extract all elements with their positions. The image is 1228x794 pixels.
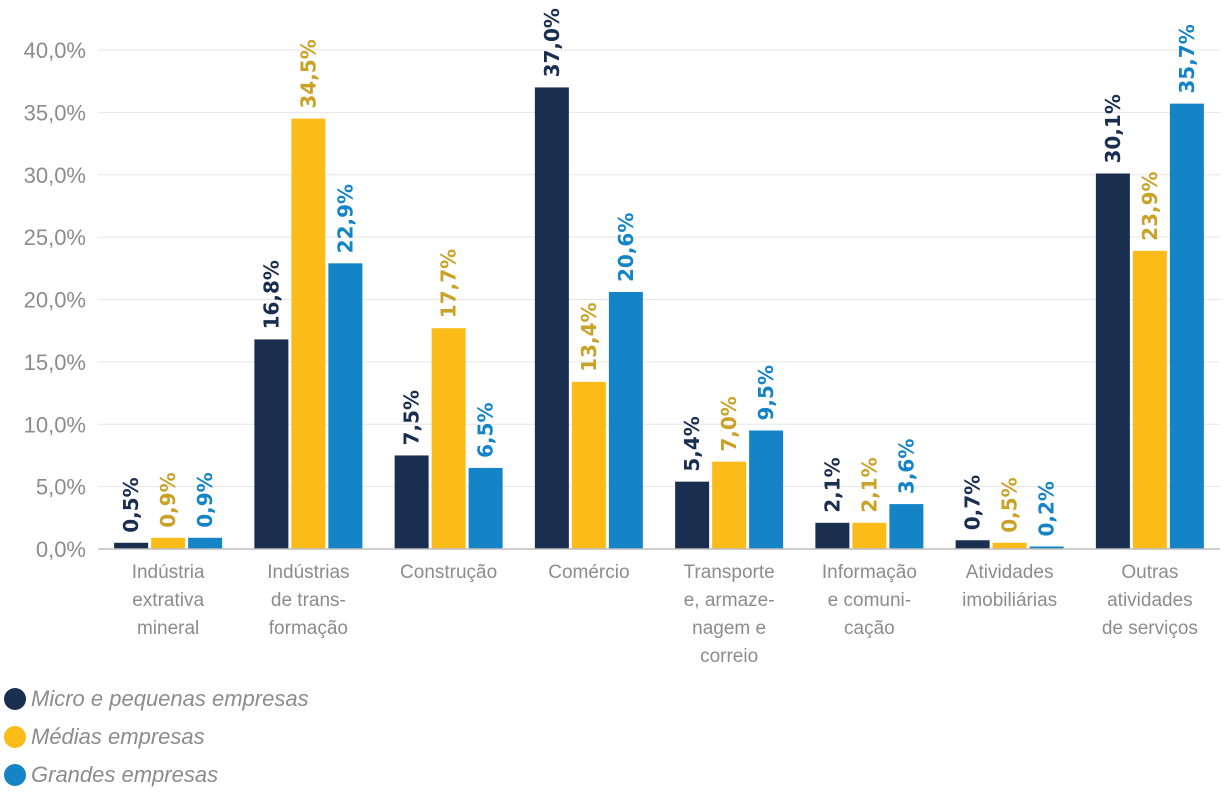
y-tick-label: 5,0% bbox=[36, 475, 86, 500]
bar-value-label: 0,5% bbox=[998, 477, 1022, 532]
bar bbox=[1132, 250, 1167, 549]
category-label: Construção bbox=[400, 562, 497, 583]
y-tick-label: 35,0% bbox=[24, 100, 86, 125]
bar-value-label: 7,5% bbox=[400, 390, 424, 445]
bar-value-label: 34,5% bbox=[296, 39, 320, 108]
y-tick-label: 10,0% bbox=[24, 412, 86, 437]
bar-value-label: 20,6% bbox=[614, 213, 638, 282]
y-tick-label: 30,0% bbox=[24, 163, 86, 188]
bar bbox=[749, 430, 784, 549]
category-label: Atividades imobiliárias bbox=[962, 562, 1057, 611]
y-axis-tick-labels: 0,0% 5,0% 10,0% 15,0% 20,0% 25,0% 30,0% 35,0% 40… bbox=[24, 38, 86, 562]
legend: Micro e pequenas empresas Médias empresa… bbox=[4, 680, 309, 794]
bar bbox=[815, 522, 850, 549]
value-labels: 0,5% 0,9% 0,9% 16,8% 34,5% 22,9% 7,5% 17,7% 6,5%… bbox=[119, 8, 1199, 536]
y-tick-label: 25,0% bbox=[24, 225, 86, 250]
category-labels: Indústria extrativa mineral Indústrias de tr… bbox=[132, 562, 1198, 667]
category-label: Indústrias de trans-formação bbox=[267, 562, 349, 639]
bar-value-label: 17,7% bbox=[437, 249, 461, 318]
bar bbox=[394, 455, 429, 549]
bar-value-label: 9,5% bbox=[754, 365, 778, 420]
legend-label-medias: Médias empresas bbox=[31, 724, 205, 749]
bar-value-label: 7,0% bbox=[717, 396, 741, 451]
y-tick-label: 40,0% bbox=[24, 38, 86, 63]
bar bbox=[571, 381, 606, 549]
bar-value-label: 0,2% bbox=[1035, 481, 1059, 536]
legend-label-grandes: Grandes empresas bbox=[31, 762, 219, 787]
bar-value-label: 30,1% bbox=[1101, 94, 1125, 163]
category-label: Informação e comuni-cação bbox=[822, 562, 917, 639]
bar-value-label: 16,8% bbox=[259, 260, 283, 329]
bar-value-label: 13,4% bbox=[577, 302, 601, 371]
bar bbox=[254, 339, 289, 549]
bar bbox=[188, 537, 223, 549]
legend-swatch-grandes bbox=[4, 764, 26, 786]
bar bbox=[328, 263, 363, 549]
bar bbox=[151, 537, 186, 549]
bar bbox=[992, 542, 1027, 549]
bars bbox=[114, 87, 1204, 550]
category-label: Transporte e, armaze-nagem e correio bbox=[684, 562, 775, 667]
bar bbox=[114, 542, 149, 549]
bar bbox=[431, 328, 466, 549]
bar-value-label: 23,9% bbox=[1138, 171, 1162, 240]
y-tick-label: 0,0% bbox=[36, 537, 86, 562]
bar-value-label: 5,4% bbox=[680, 416, 704, 471]
bar-value-label: 3,6% bbox=[894, 439, 918, 494]
category-label: Comércio bbox=[548, 562, 629, 583]
category-label: Outras atividades de serviços bbox=[1102, 562, 1198, 639]
bar bbox=[1029, 546, 1064, 549]
legend-label-micro: Micro e pequenas empresas bbox=[31, 686, 309, 711]
bar bbox=[534, 87, 569, 550]
bar-value-label: 2,1% bbox=[820, 457, 844, 512]
bar-value-label: 2,1% bbox=[857, 457, 881, 512]
bar bbox=[852, 522, 887, 549]
bar-value-label: 0,9% bbox=[156, 472, 180, 527]
bar-value-label: 0,5% bbox=[119, 477, 143, 532]
bar bbox=[712, 461, 747, 549]
legend-item-grandes: Grandes empresas bbox=[4, 756, 309, 794]
bar-value-label: 35,7% bbox=[1175, 24, 1199, 93]
y-tick-label: 20,0% bbox=[24, 288, 86, 313]
bar bbox=[291, 118, 326, 550]
bar-value-label: 6,5% bbox=[474, 402, 498, 457]
bar bbox=[675, 481, 710, 549]
bar-value-label: 37,0% bbox=[540, 8, 564, 77]
bar-value-label: 22,9% bbox=[333, 184, 357, 253]
bar-chart: 0,0% 5,0% 10,0% 15,0% 20,0% 25,0% 30,0% 35,0% 40… bbox=[24, 8, 1220, 667]
legend-swatch-medias bbox=[4, 726, 26, 748]
bar bbox=[1169, 103, 1204, 549]
y-tick-label: 15,0% bbox=[24, 350, 86, 375]
category-label: Indústria extrativa mineral bbox=[132, 562, 205, 639]
bar-value-label: 0,9% bbox=[193, 472, 217, 527]
legend-item-micro: Micro e pequenas empresas bbox=[4, 680, 309, 718]
legend-item-medias: Médias empresas bbox=[4, 718, 309, 756]
bar bbox=[955, 540, 990, 549]
bar bbox=[889, 504, 924, 549]
bar bbox=[1095, 173, 1130, 549]
bar bbox=[608, 292, 643, 549]
legend-swatch-micro bbox=[4, 688, 26, 710]
bar bbox=[468, 467, 503, 549]
bar-value-label: 0,7% bbox=[961, 475, 985, 530]
